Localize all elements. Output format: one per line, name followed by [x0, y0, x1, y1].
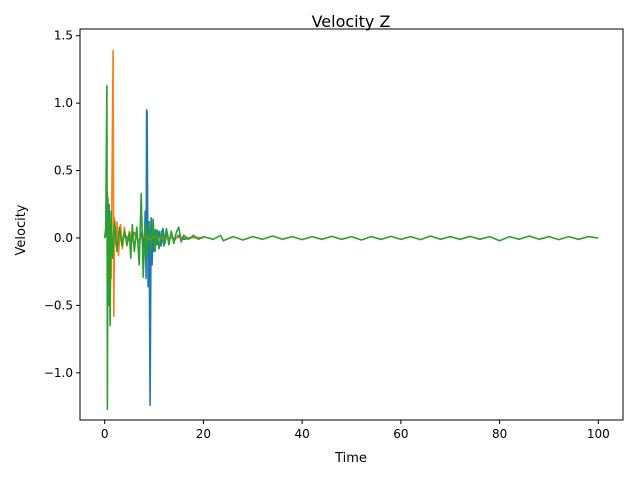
- series-line-2: [103, 49, 204, 318]
- x-tick-label: 40: [294, 427, 309, 441]
- y-tick-label: 1.0: [54, 96, 73, 110]
- plot-frame: [79, 28, 624, 421]
- y-tick-label: −1.0: [44, 366, 73, 380]
- series-layer: [103, 49, 599, 411]
- chart-title: Velocity Z: [312, 12, 391, 31]
- y-axis: −1.0 −0.5 0.0 0.5 1.0 1.5: [44, 29, 80, 380]
- x-tick-label: 0: [101, 427, 109, 441]
- y-axis-label: Velocity: [14, 204, 29, 255]
- y-tick-label: 0.5: [54, 164, 73, 178]
- y-tick-label: 0.0: [54, 231, 73, 245]
- x-tick-label: 20: [196, 427, 211, 441]
- x-tick-label: 60: [393, 427, 408, 441]
- y-tick-label: 1.5: [54, 29, 73, 43]
- series-line-3: [103, 84, 599, 411]
- x-axis: 0 20 40 60 80 100: [101, 420, 610, 441]
- x-axis-label: Time: [334, 451, 367, 466]
- x-tick-label: 100: [587, 427, 610, 441]
- y-tick-label: −0.5: [44, 298, 73, 312]
- x-tick-label: 80: [492, 427, 507, 441]
